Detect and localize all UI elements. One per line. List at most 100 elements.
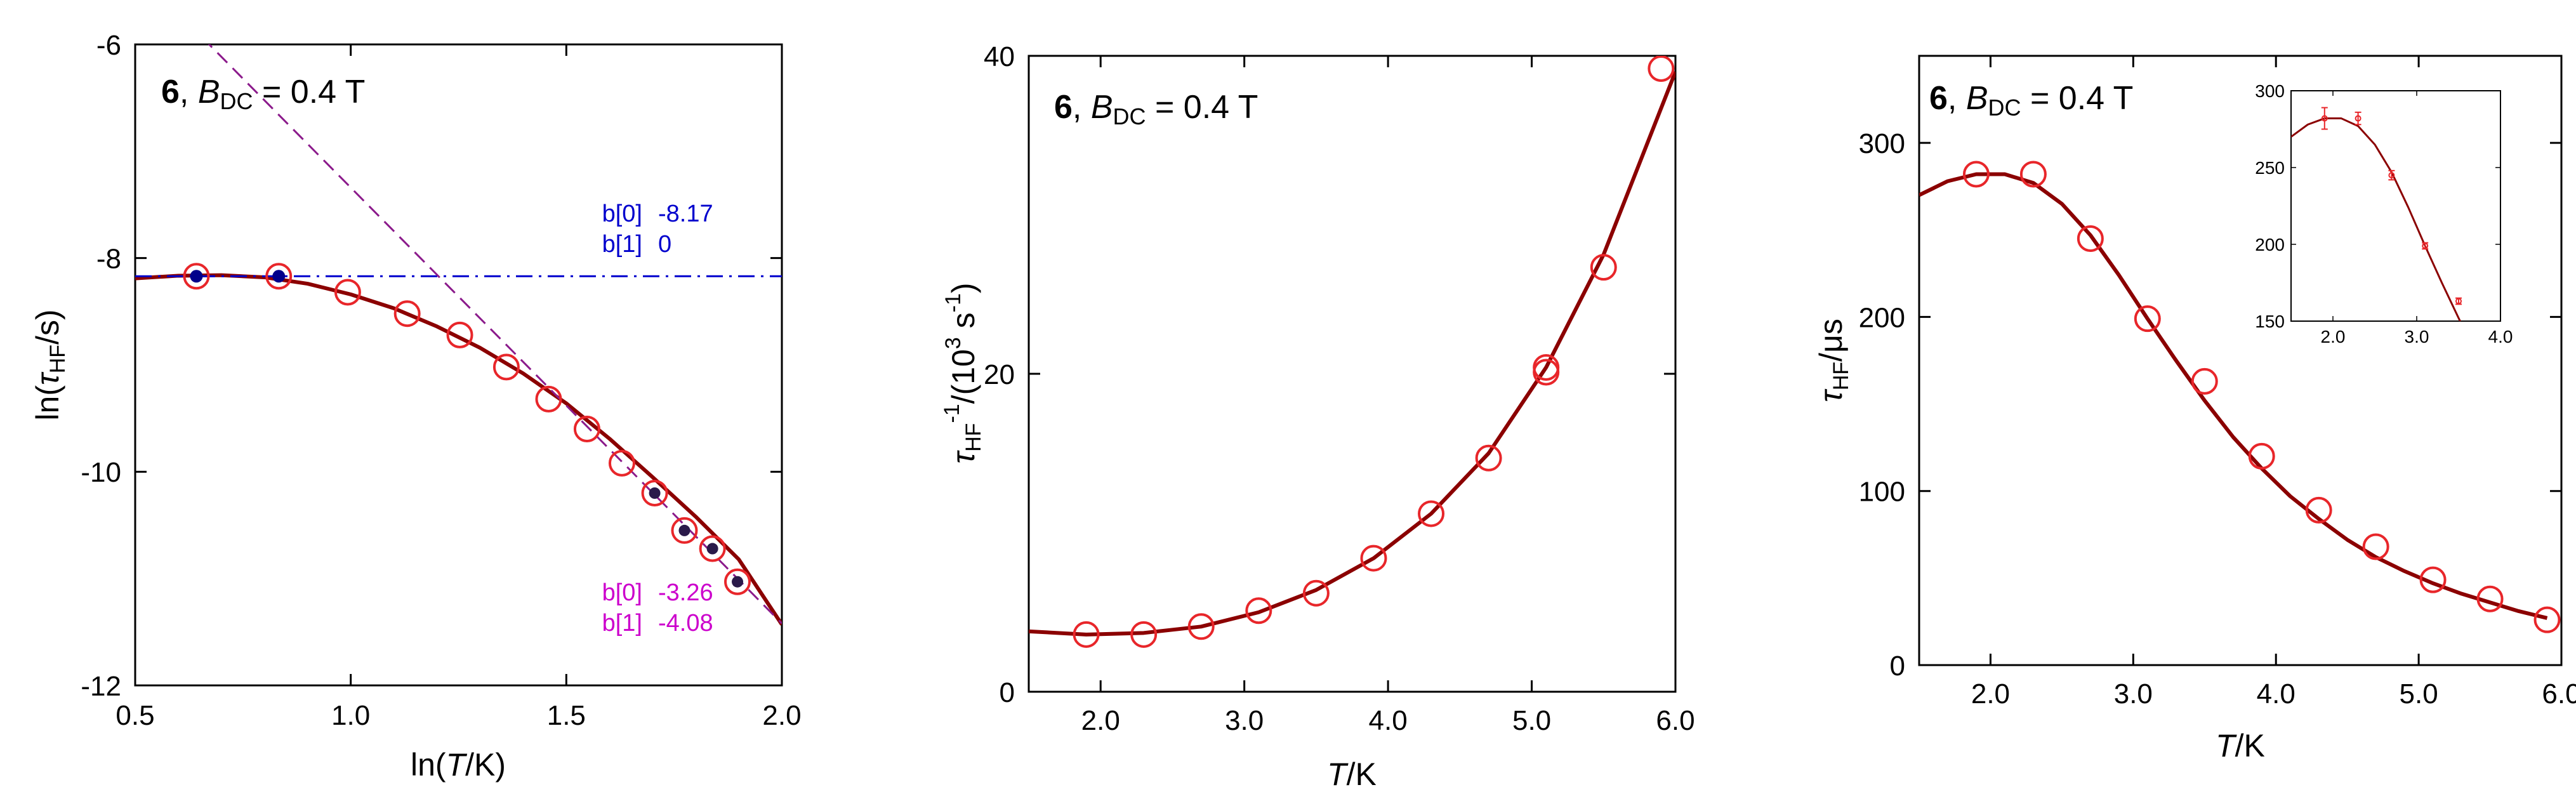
p1-data-point	[393, 300, 421, 327]
p1-ytick-label: -10	[81, 457, 121, 488]
p2-title-value: = 0.4 T	[1155, 89, 1258, 126]
p3-data-point	[2019, 161, 2047, 188]
inset-ticks	[2291, 90, 2501, 322]
p1-ann-magenta-b1-label: b[1]	[602, 610, 642, 637]
inset-data-point	[2355, 115, 2361, 122]
p1-title: 6, BDC = 0.4 T	[161, 74, 365, 114]
p1-data-point	[492, 353, 520, 381]
p3-title-compound: 6	[1929, 80, 1948, 117]
p1-data-point	[724, 568, 751, 595]
p1-data-point	[446, 321, 473, 348]
p1-data-point	[334, 279, 361, 306]
p2-title-compound: 6	[1054, 89, 1073, 126]
p3-title-value: = 0.4 T	[2030, 80, 2133, 117]
p3-title: 6, BDC = 0.4 T	[1929, 80, 2133, 121]
p1-ticks	[134, 43, 783, 687]
p1-xtick-label: 2.0	[762, 700, 801, 731]
p2-xtick-label: 4.0	[1369, 705, 1408, 736]
p1-fit-hight-line	[208, 44, 782, 624]
p3-ytick-label: 100	[1859, 477, 1905, 508]
in-xtick-label: 4.0	[2488, 327, 2513, 347]
p3-data-point	[2248, 442, 2275, 470]
p3-ytick-label: 200	[1859, 302, 1905, 333]
p1-data-point	[699, 535, 726, 562]
p1-title-value: = 0.4 T	[262, 74, 365, 110]
p2-data-point	[1073, 621, 1100, 648]
p3-data-point	[1962, 161, 1990, 188]
p2-xtick-label: 2.0	[1081, 705, 1120, 736]
p2-points	[1073, 56, 1675, 648]
p2-data-point	[1130, 621, 1158, 648]
panel-3: 2.0 3.0 4.0 5.0 6.0 0 100 200 300 6, BDC = 0.4 T…	[1813, 55, 2576, 763]
p3-ticks	[1919, 56, 2563, 666]
p1-xlabel: ln(T/K)	[411, 747, 506, 782]
in-ytick-label: 200	[2255, 235, 2285, 254]
p3-xtick-label: 6.0	[2542, 678, 2576, 710]
p3-tick-labels: 2.0 3.0 4.0 5.0 6.0 0 100 200 300	[1859, 128, 2576, 710]
p1-data-point	[573, 416, 600, 442]
inset-data-point	[2388, 172, 2395, 179]
p1-data-point	[183, 263, 210, 290]
p2-ticks	[1029, 55, 1677, 693]
p1-selected-point	[272, 270, 286, 283]
p1-ann-blue-b1-label: b[1]	[602, 231, 642, 258]
p1-xtick-label: 0.5	[116, 700, 154, 731]
inset-data-point	[2422, 242, 2429, 249]
p1-data-point	[265, 263, 293, 290]
p2-ytick-label: 40	[984, 41, 1015, 72]
p3-ytick-label: 0	[1890, 650, 1905, 682]
p2-data-point	[1302, 579, 1330, 607]
p3-ylabel: τHF/μs	[1813, 319, 1853, 402]
p2-fits	[1029, 70, 1675, 637]
p1-points	[183, 263, 751, 595]
p1-ann-magenta-b1-value: -4.08	[658, 610, 713, 637]
p2-ylabel: τHF-1/(103 s-1)	[940, 282, 986, 463]
p3-title-field-sub: DC	[1988, 95, 2021, 121]
p2-title: 6, BDC = 0.4 T	[1054, 89, 1258, 129]
p1-ann-magenta-b0-value: -3.26	[658, 579, 713, 606]
p2-fit-curve	[1029, 70, 1675, 637]
p2-title-field-sub: DC	[1113, 103, 1146, 129]
p3-xtick-label: 4.0	[2257, 678, 2295, 710]
p3-xtick-label: 5.0	[2400, 678, 2438, 710]
p2-frame	[1027, 55, 1677, 693]
p1-data-point	[641, 480, 668, 506]
p2-data-point	[1590, 254, 1617, 281]
p1-xtick-label: 1.0	[331, 700, 370, 731]
in-xtick-label: 3.0	[2405, 327, 2429, 347]
p2-xlabel: T/K	[1327, 756, 1377, 792]
in-xtick-label: 2.0	[2321, 327, 2346, 347]
p3-data-point	[2191, 367, 2218, 395]
inset-points	[2321, 107, 2462, 305]
p1-title-field: B	[198, 74, 220, 110]
p3-title-field: B	[1966, 80, 1988, 117]
p2-data-point	[1533, 353, 1560, 381]
inset-frame	[2290, 90, 2501, 322]
p2-data-point	[1418, 500, 1445, 527]
p2-xtick-label: 6.0	[1656, 705, 1694, 736]
p1-ytick-label: -12	[81, 671, 121, 702]
p1-fits	[135, 44, 782, 626]
p2-data-point	[1475, 444, 1502, 472]
p1-selected-point	[732, 576, 744, 588]
in-ytick-label: 250	[2255, 158, 2285, 178]
p3-data-point	[2419, 566, 2447, 593]
inset-data-point	[2321, 115, 2328, 122]
p3-data-point	[2476, 585, 2504, 612]
p1-ytick-label: -8	[96, 244, 121, 275]
p3-data-point	[2362, 533, 2389, 560]
p1-data-point	[608, 449, 635, 477]
panel-1: 0.5 1.0 1.5 2.0 -12 -10 -8 -6 6, BDC = 0.4 T b[…	[30, 30, 802, 782]
p1-title-compound: 6	[161, 74, 180, 110]
p1-title-field-sub: DC	[220, 88, 253, 114]
p1-selected-point	[649, 487, 661, 499]
p1-data-point	[671, 517, 698, 544]
p1-fit-curve	[135, 273, 782, 626]
p3-data-point	[2305, 496, 2332, 524]
p1-xtick-label: 1.5	[547, 700, 586, 731]
p2-ytick-label: 0	[1000, 677, 1015, 708]
p3-frame	[1918, 55, 2563, 666]
p2-data-point	[1187, 613, 1215, 640]
p2-data-point	[1648, 56, 1675, 83]
